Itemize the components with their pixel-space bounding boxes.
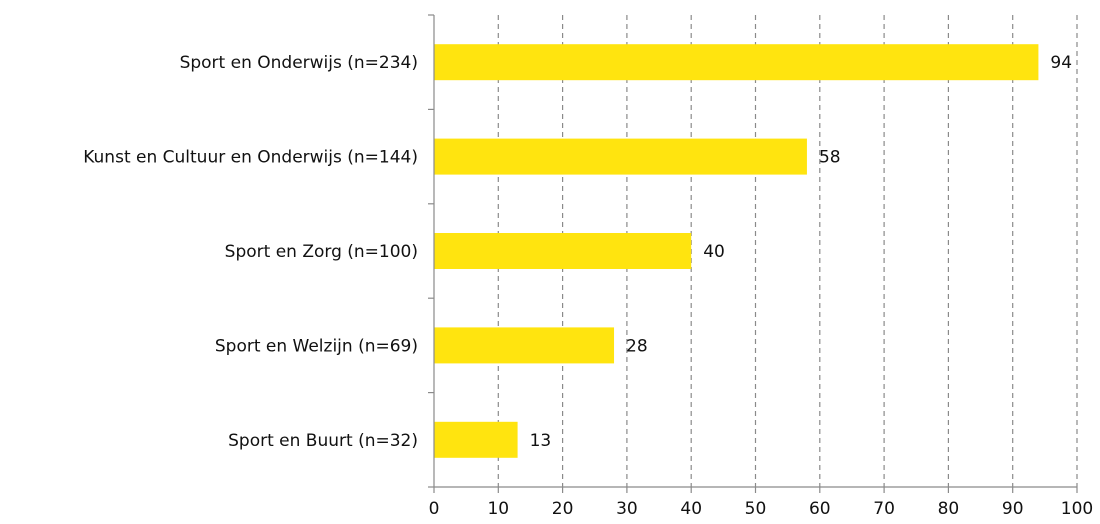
category-label: Sport en Buurt (n=32) xyxy=(228,431,418,451)
data-label: 58 xyxy=(819,148,841,168)
data-labels: 94 58 40 28 13 xyxy=(530,53,1072,451)
category-labels: Sport en Onderwijs (n=234) Kunst en Cultu… xyxy=(83,53,418,451)
data-label: 13 xyxy=(530,431,552,451)
axes xyxy=(428,14,1078,493)
category-label: Sport en Zorg (n=100) xyxy=(225,242,418,262)
data-label: 28 xyxy=(626,336,648,356)
bar xyxy=(434,327,615,364)
category-label: Kunst en Cultuur en Onderwijs (n=144) xyxy=(83,148,418,168)
x-tick-label: 70 xyxy=(873,499,895,519)
data-label: 40 xyxy=(703,242,725,262)
x-tick-label: 0 xyxy=(429,499,440,519)
bar xyxy=(434,233,692,269)
bar xyxy=(434,138,807,175)
x-tick-label: 100 xyxy=(1061,499,1093,519)
category-label: Sport en Onderwijs (n=234) xyxy=(180,53,418,73)
x-tick-label: 60 xyxy=(809,499,831,519)
x-tick-label: 20 xyxy=(552,499,574,519)
bar xyxy=(434,421,518,458)
bar xyxy=(434,44,1039,81)
x-tick-label: 30 xyxy=(616,499,638,519)
category-label: Sport en Welzijn (n=69) xyxy=(215,336,418,356)
x-tick-label: 80 xyxy=(938,499,960,519)
x-tick-label: 90 xyxy=(1002,499,1024,519)
x-tick-label: 10 xyxy=(487,499,509,519)
x-tick-labels: 0 10 20 30 40 50 60 70 80 90 100 xyxy=(429,499,1094,519)
data-label: 94 xyxy=(1050,53,1072,73)
x-tick-label: 40 xyxy=(680,499,702,519)
x-tick-label: 50 xyxy=(745,499,767,519)
bars xyxy=(434,44,1039,458)
